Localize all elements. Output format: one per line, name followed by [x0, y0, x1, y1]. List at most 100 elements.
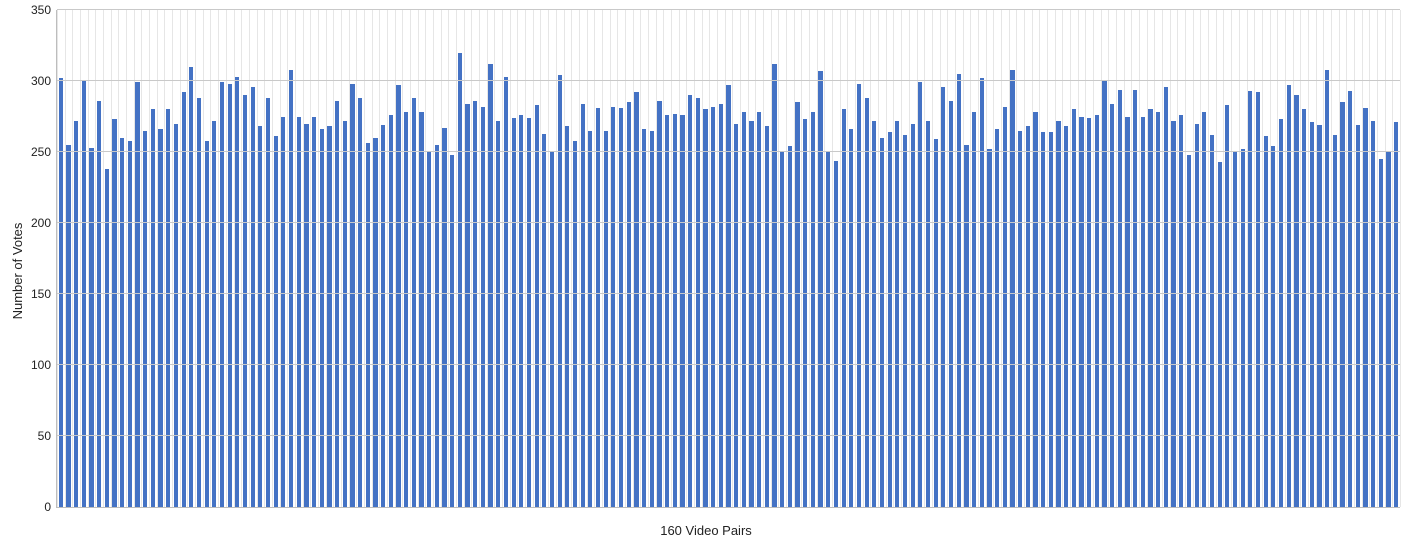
bar	[872, 121, 876, 507]
bar	[465, 104, 469, 507]
bar	[158, 129, 162, 507]
bar	[550, 152, 554, 507]
bar	[596, 108, 600, 507]
bar	[1333, 135, 1337, 507]
bar	[542, 134, 546, 507]
bar	[320, 129, 324, 507]
bar	[1279, 119, 1283, 507]
bar	[404, 112, 408, 507]
bar	[143, 131, 147, 507]
bar	[1202, 112, 1206, 507]
bar	[696, 98, 700, 507]
bar	[749, 121, 753, 507]
bar	[788, 146, 792, 507]
bar	[1064, 126, 1068, 507]
bar	[957, 74, 961, 507]
bar	[312, 117, 316, 508]
bar	[1394, 122, 1398, 507]
bar	[74, 121, 78, 507]
y-tick-label: 0	[17, 500, 51, 514]
bar	[243, 95, 247, 507]
bar	[366, 143, 370, 507]
bar	[105, 169, 109, 507]
bar	[1287, 85, 1291, 507]
h-gridline	[57, 9, 1400, 10]
bar	[512, 118, 516, 507]
bar	[335, 101, 339, 507]
bar	[1264, 136, 1268, 507]
bar	[1072, 109, 1076, 507]
bar	[772, 64, 776, 507]
bar	[419, 112, 423, 507]
bar	[1141, 117, 1145, 508]
bar	[97, 101, 101, 507]
bar	[1125, 117, 1129, 508]
bar	[89, 148, 93, 507]
bar	[1386, 152, 1390, 507]
bar	[519, 115, 523, 507]
bar	[151, 109, 155, 507]
bar	[358, 98, 362, 507]
bar	[642, 129, 646, 507]
bar	[281, 117, 285, 508]
h-gridline	[57, 364, 1400, 365]
bar	[765, 126, 769, 507]
bar	[1003, 107, 1007, 507]
bar	[1317, 125, 1321, 507]
bar	[412, 98, 416, 507]
bar	[496, 121, 500, 507]
bar	[857, 84, 861, 507]
y-tick-label: 100	[17, 358, 51, 372]
bar	[1210, 135, 1214, 507]
bar	[1325, 70, 1329, 507]
votes-bar-chart: Number of Votes 160 Video Pairs 0 50 100 15…	[0, 0, 1412, 542]
bar	[205, 141, 209, 507]
y-tick-label: 150	[17, 287, 51, 301]
bar	[1041, 132, 1045, 507]
bar	[1348, 91, 1352, 507]
bar	[1340, 102, 1344, 507]
h-gridline	[57, 222, 1400, 223]
bar	[865, 98, 869, 507]
bar	[473, 101, 477, 507]
bar	[934, 139, 938, 507]
bar	[327, 126, 331, 507]
bar	[135, 82, 139, 507]
bar	[1248, 91, 1252, 507]
bar	[734, 124, 738, 507]
bar	[120, 138, 124, 507]
bar	[1148, 109, 1152, 507]
bar	[1225, 105, 1229, 507]
y-tick-label: 250	[17, 145, 51, 159]
bar	[780, 152, 784, 507]
bar	[719, 104, 723, 507]
bar	[1087, 118, 1091, 507]
bar	[1079, 117, 1083, 508]
bar	[1195, 124, 1199, 507]
y-tick-label: 200	[17, 216, 51, 230]
bar	[1179, 115, 1183, 507]
bar	[504, 77, 508, 507]
y-tick-label: 50	[17, 429, 51, 443]
bar	[581, 104, 585, 507]
bar	[757, 112, 761, 507]
bar	[427, 152, 431, 507]
v-gridline	[1400, 10, 1401, 507]
bar	[82, 81, 86, 507]
bar	[619, 108, 623, 507]
bar	[1371, 121, 1375, 507]
y-axis-label: Number of Votes	[10, 223, 25, 320]
bar	[673, 114, 677, 507]
bar	[128, 141, 132, 507]
bar	[1218, 162, 1222, 507]
bar	[66, 145, 70, 507]
bar	[849, 129, 853, 507]
bar	[1256, 92, 1260, 507]
x-axis-label: 160 Video Pairs	[660, 523, 752, 538]
bar	[235, 77, 239, 507]
h-gridline	[57, 151, 1400, 152]
bar	[1026, 126, 1030, 507]
bar	[1171, 121, 1175, 507]
bar	[1110, 104, 1114, 507]
bar	[811, 112, 815, 507]
